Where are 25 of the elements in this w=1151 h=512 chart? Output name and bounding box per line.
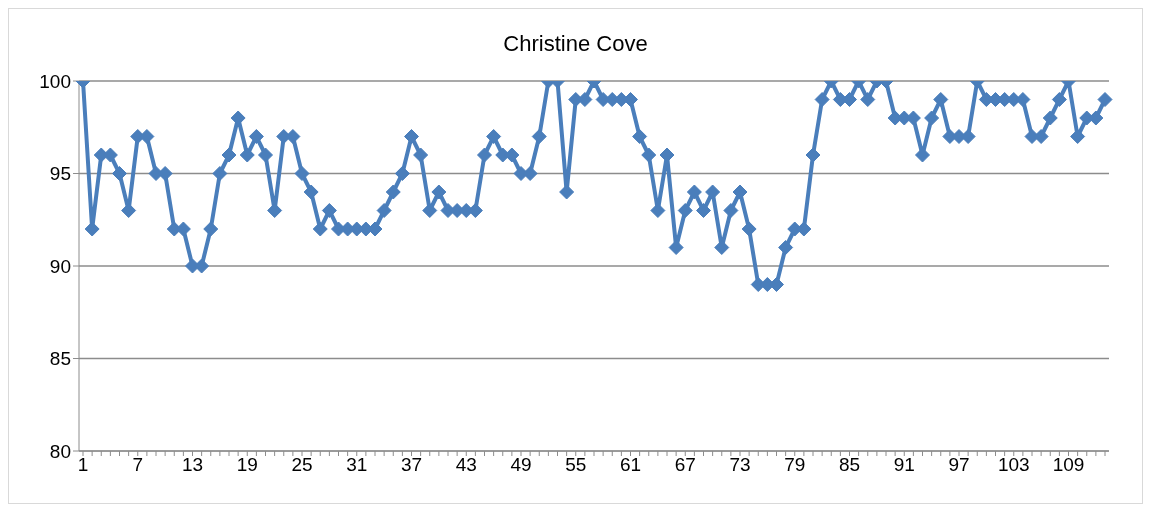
x-tick-label: 109: [1052, 454, 1085, 476]
x-tick-label: 85: [838, 454, 861, 476]
x-tick-label: 13: [181, 454, 204, 476]
y-tick-label: 95: [49, 163, 71, 185]
x-tick-label: 79: [784, 454, 806, 476]
x-tick-label: 49: [510, 454, 532, 476]
y-tick-label: 80: [49, 440, 71, 462]
chart-title: Christine Cove: [502, 30, 649, 58]
x-tick-label: 91: [893, 454, 915, 476]
x-tick-label: 7: [132, 454, 144, 476]
y-tick-label: 85: [49, 348, 71, 370]
x-tick-label: 19: [236, 454, 258, 476]
x-tick-label: 103: [997, 454, 1030, 476]
x-tick-label: 61: [619, 454, 642, 476]
y-tick-label: 100: [39, 70, 71, 92]
x-tick-label: 25: [291, 454, 313, 476]
x-tick-label: 1: [77, 454, 89, 476]
x-tick-label: 67: [674, 454, 696, 476]
x-tick-label: 73: [729, 454, 751, 476]
x-tick-label: 97: [948, 454, 970, 476]
x-tick-label: 55: [565, 454, 587, 476]
x-tick-label: 37: [400, 454, 423, 476]
x-tick-label: 43: [455, 454, 477, 476]
x-tick-label: 31: [346, 454, 368, 476]
y-tick-label: 90: [49, 255, 71, 277]
